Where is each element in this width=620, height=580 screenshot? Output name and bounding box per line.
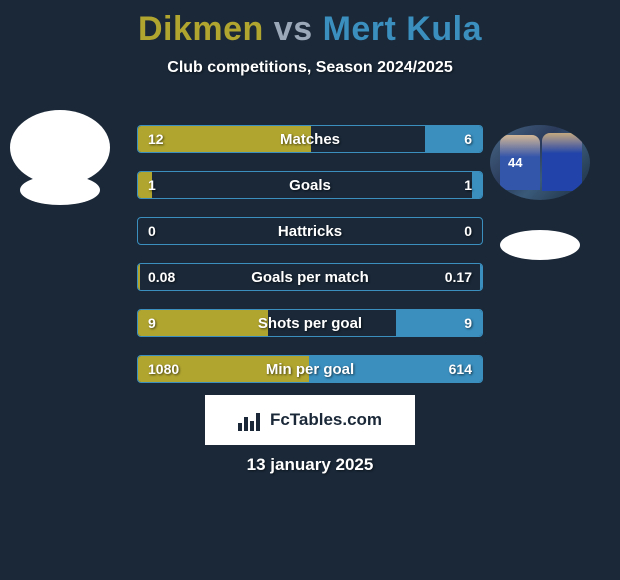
stat-value-right: 6 [464,126,472,152]
stat-row: Shots per goal9 9 [137,309,483,337]
stat-row: Goals1 1 [137,171,483,199]
stat-value-right: 0 [464,218,472,244]
player2-avatar [490,125,590,200]
player2-badge-placeholder [500,230,580,260]
brand-box[interactable]: FcTables.com [205,395,415,445]
player1-badge-placeholder [20,175,100,205]
stats-chart: Matches12 6 Goals1 1 Hattricks0 0 Goals per ma… [137,125,483,401]
player1-name: Dikmen [138,10,264,48]
vs-text: vs [274,10,313,48]
stat-row: Goals per match0.08 0.17 [137,263,483,291]
date-text: 13 january 2025 [0,455,620,475]
brand-text: FcTables.com [270,410,382,430]
stat-label: Shots per goal [138,310,482,336]
player1-avatar-placeholder [10,110,110,185]
stat-value-right: 9 [464,310,472,336]
stat-value-right: 614 [449,356,472,382]
bars-icon [238,409,264,431]
stat-value-left: 1080 [148,356,179,382]
stat-row: Matches12 6 [137,125,483,153]
stat-label: Goals [138,172,482,198]
stat-row: Hattricks0 0 [137,217,483,245]
stat-value-left: 1 [148,172,156,198]
stat-value-right: 0.17 [445,264,472,290]
stat-label: Min per goal [138,356,482,382]
stat-value-left: 0.08 [148,264,175,290]
player2-name: Mert Kula [323,10,482,48]
stat-value-left: 9 [148,310,156,336]
stat-value-left: 12 [148,126,164,152]
stat-row: Min per goal1080 614 [137,355,483,383]
stat-label: Hattricks [138,218,482,244]
comparison-title: Dikmen vs Mert Kula [0,0,620,49]
stat-value-left: 0 [148,218,156,244]
subtitle: Club competitions, Season 2024/2025 [0,59,620,77]
stat-label: Matches [138,126,482,152]
stat-label: Goals per match [138,264,482,290]
stat-value-right: 1 [464,172,472,198]
